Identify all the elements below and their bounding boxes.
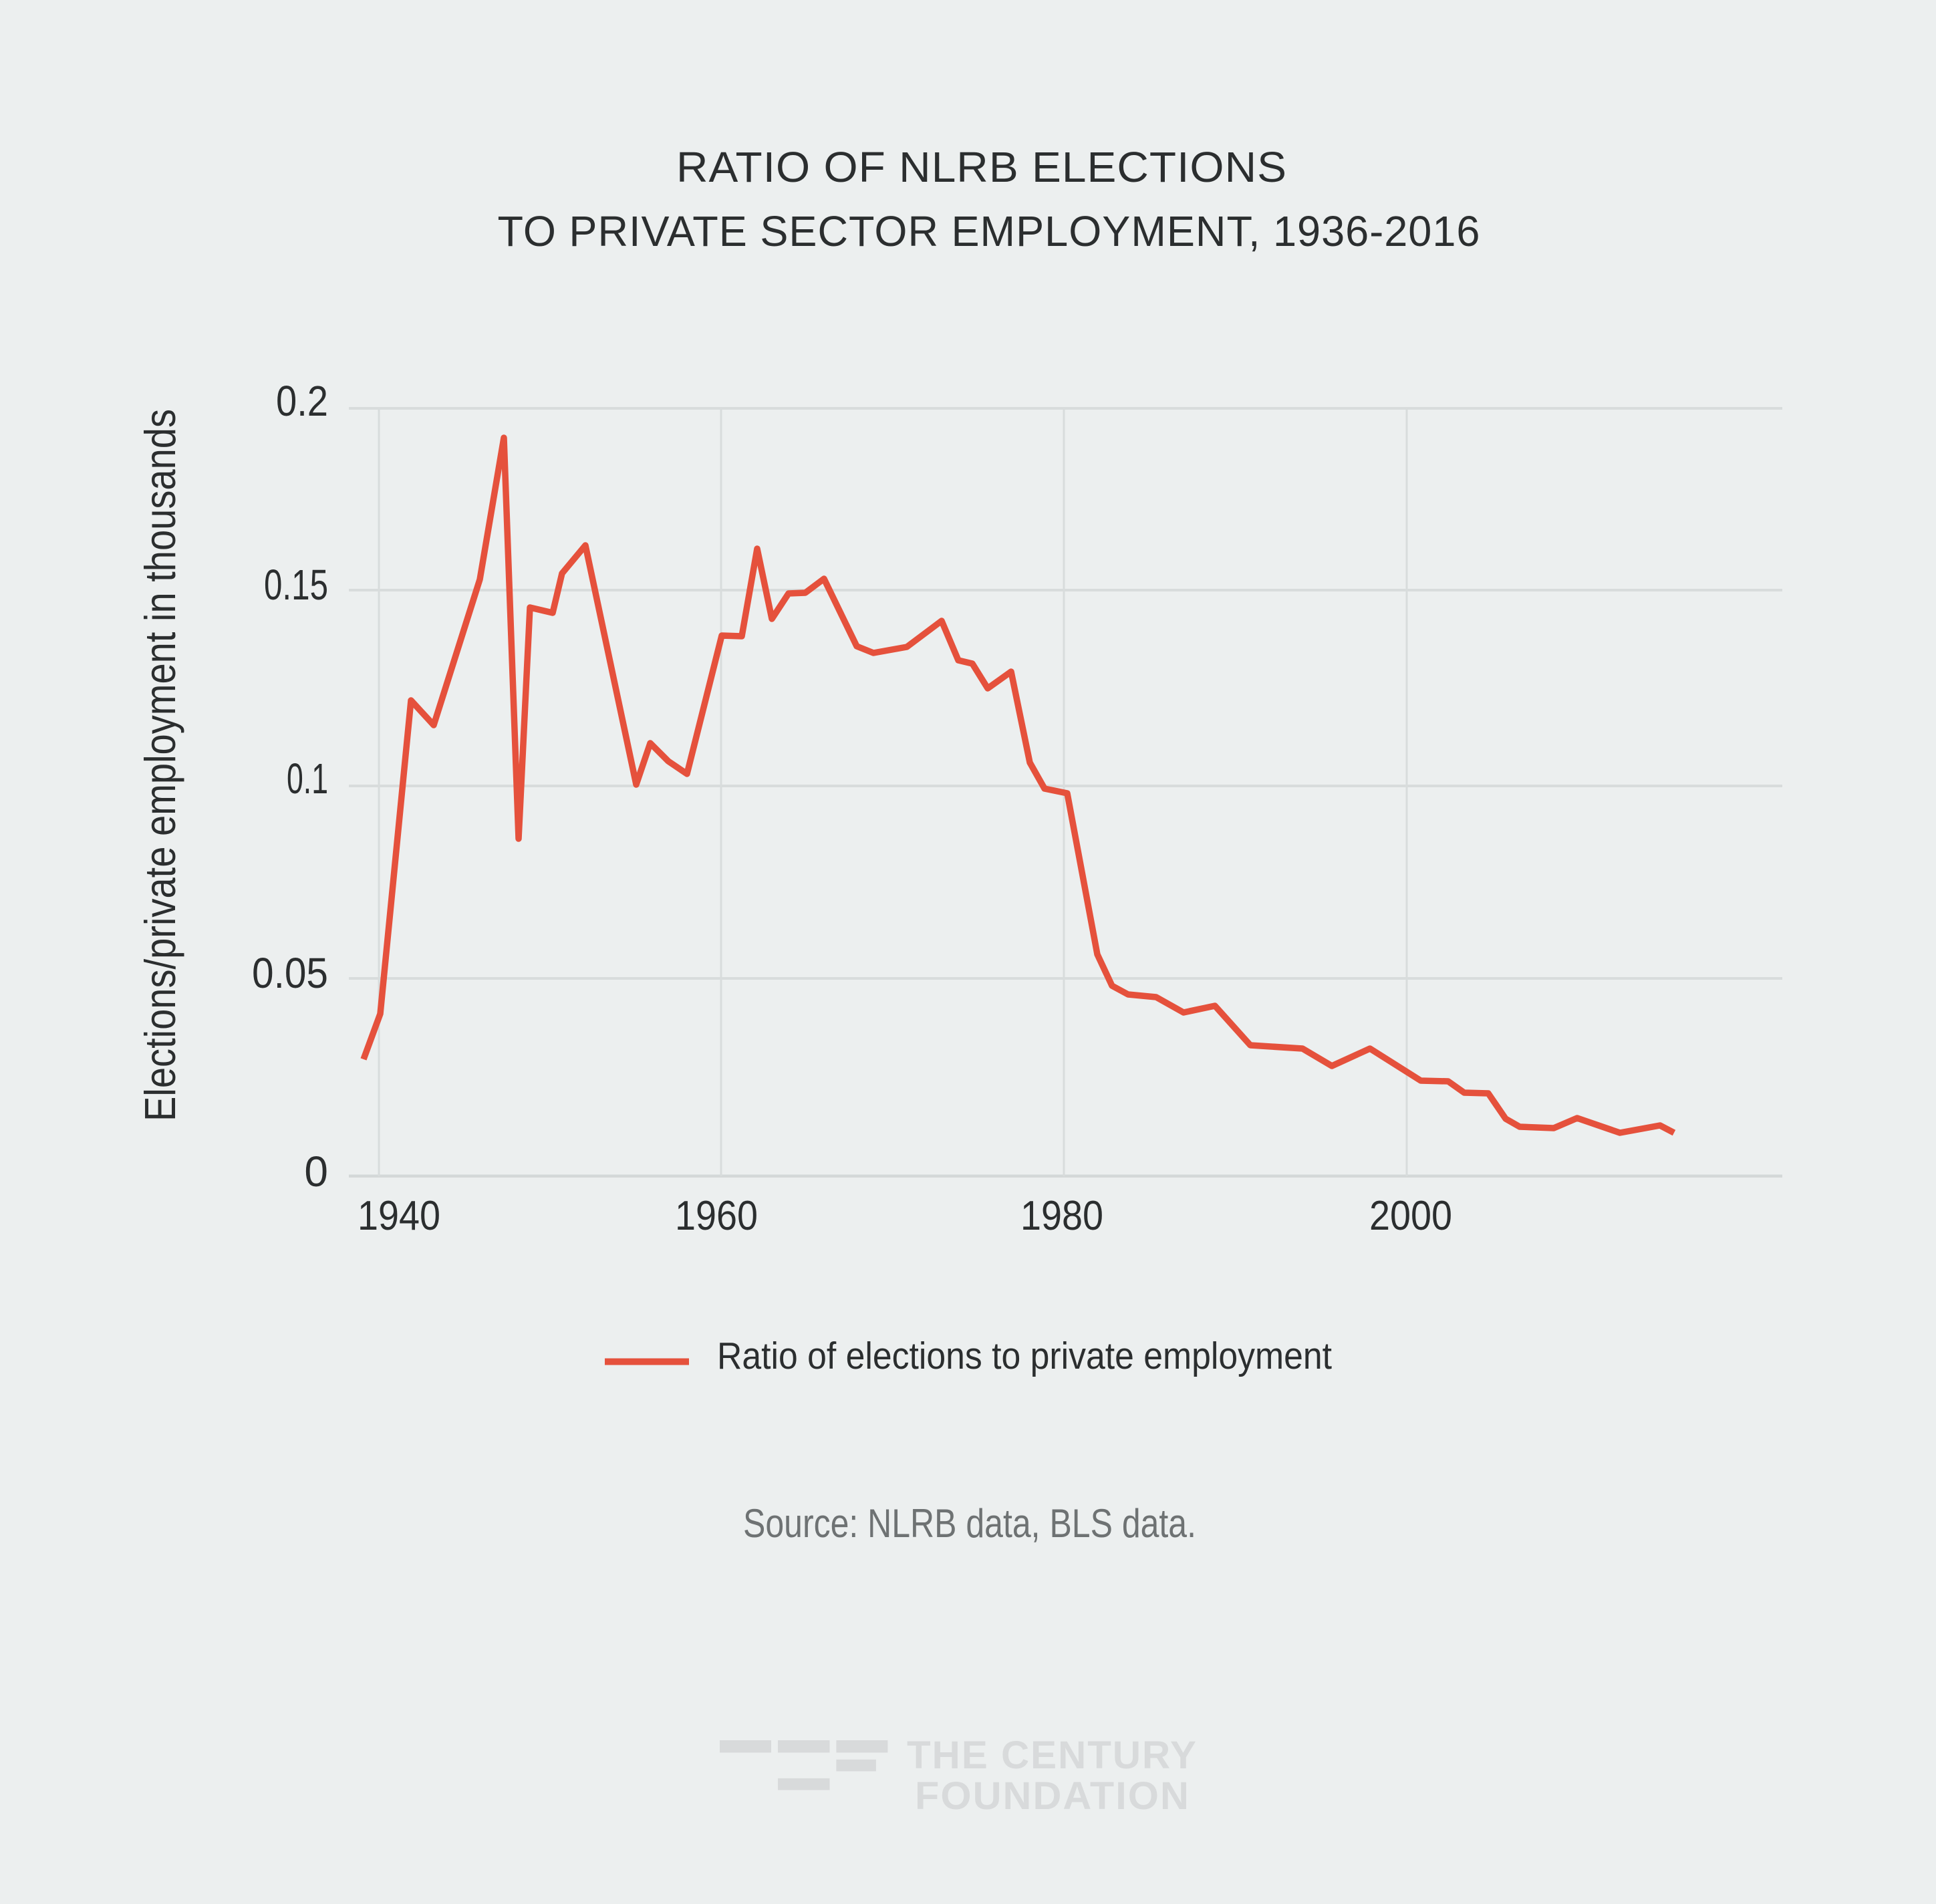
svg-text:Ratio of elections to private: Ratio of elections to private employment	[717, 1335, 1332, 1377]
svg-text:0.2: 0.2	[276, 377, 328, 425]
svg-text:0.15: 0.15	[264, 561, 328, 609]
svg-text:0.05: 0.05	[252, 949, 328, 997]
svg-text:THE CENTURY: THE CENTURY	[907, 1734, 1198, 1777]
svg-text:1940: 1940	[358, 1193, 440, 1239]
svg-text:2000: 2000	[1369, 1193, 1452, 1239]
svg-text:1980: 1980	[1020, 1193, 1103, 1239]
svg-text:1960: 1960	[675, 1193, 758, 1239]
svg-text:FOUNDATION: FOUNDATION	[915, 1774, 1190, 1818]
svg-text:TO PRIVATE SECTOR EMPLOYMENT,: TO PRIVATE SECTOR EMPLOYMENT, 1936-2016	[498, 207, 1481, 255]
svg-text:Source: NLRB data, BLS data.: Source: NLRB data, BLS data.	[743, 1501, 1196, 1546]
svg-text:RATIO OF NLRB ELECTIONS: RATIO OF NLRB ELECTIONS	[676, 143, 1287, 191]
svg-text:Elections/private employment i: Elections/private employment in thousand…	[136, 409, 184, 1121]
svg-text:0: 0	[304, 1147, 328, 1196]
svg-text:0.1: 0.1	[287, 755, 328, 803]
